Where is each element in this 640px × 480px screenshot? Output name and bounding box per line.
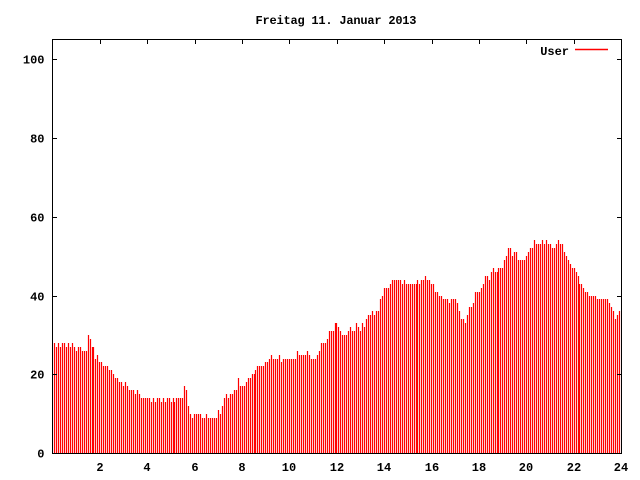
svg-text:18: 18	[472, 461, 486, 475]
svg-text:60: 60	[30, 212, 44, 226]
svg-text:100: 100	[23, 54, 45, 68]
svg-text:6: 6	[191, 461, 198, 475]
svg-text:40: 40	[30, 291, 44, 305]
svg-text:14: 14	[377, 461, 391, 475]
svg-text:0: 0	[37, 448, 44, 462]
svg-text:22: 22	[567, 461, 581, 475]
svg-text:12: 12	[330, 461, 344, 475]
svg-text:16: 16	[425, 461, 439, 475]
svg-text:24: 24	[614, 461, 628, 475]
svg-text:8: 8	[238, 461, 245, 475]
svg-text:2: 2	[96, 461, 103, 475]
svg-text:80: 80	[30, 133, 44, 147]
svg-text:User: User	[540, 45, 569, 59]
svg-text:4: 4	[143, 461, 150, 475]
svg-text:10: 10	[282, 461, 296, 475]
svg-text:20: 20	[519, 461, 533, 475]
svg-text:20: 20	[30, 369, 44, 383]
svg-text:Freitag 11. Januar 2013: Freitag 11. Januar 2013	[256, 14, 417, 28]
